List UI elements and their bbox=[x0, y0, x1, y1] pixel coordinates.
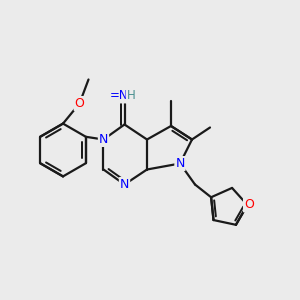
Text: N: N bbox=[175, 157, 185, 170]
Text: N: N bbox=[99, 133, 108, 146]
Text: O: O bbox=[244, 199, 254, 212]
Text: N: N bbox=[120, 178, 129, 191]
Text: =N: =N bbox=[110, 89, 128, 103]
Text: O: O bbox=[75, 97, 84, 110]
Text: H: H bbox=[127, 89, 136, 103]
